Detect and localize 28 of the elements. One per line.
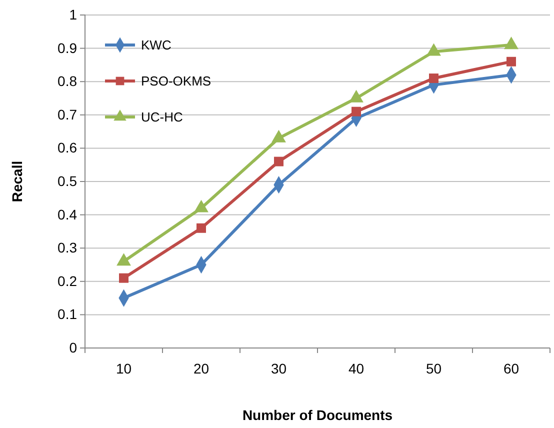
point bbox=[352, 106, 361, 116]
x-axis-title: Number of Documents bbox=[242, 407, 393, 423]
y-tick-label: 0.8 bbox=[58, 73, 78, 90]
legend-label: KWC bbox=[141, 38, 172, 53]
x-tick-label: 10 bbox=[116, 360, 132, 376]
point bbox=[196, 223, 206, 233]
point bbox=[429, 74, 438, 84]
y-tick-label: 0 bbox=[69, 339, 78, 356]
point bbox=[274, 156, 284, 166]
y-tick-label: 0.7 bbox=[58, 106, 78, 122]
y-axis-title: Recall bbox=[9, 160, 25, 202]
y-tick-label: 0.2 bbox=[58, 272, 78, 289]
y-tick-label: 0.4 bbox=[58, 206, 78, 222]
x-tick-label: 50 bbox=[426, 360, 442, 376]
x-tick-label: 20 bbox=[193, 360, 210, 376]
legend-label: PSO-OKMS bbox=[141, 74, 212, 89]
y-tick-label: 0.5 bbox=[58, 172, 78, 189]
y-tick-label: 0.1 bbox=[58, 306, 78, 322]
x-tick-label: 60 bbox=[503, 360, 520, 376]
point bbox=[119, 273, 128, 283]
legend-label: UC-HC bbox=[141, 110, 183, 125]
y-tick-label: 0.6 bbox=[58, 140, 78, 156]
point bbox=[506, 56, 516, 66]
y-tick-label: 0.3 bbox=[58, 240, 78, 256]
x-tick-label: 40 bbox=[348, 360, 364, 376]
y-tick-label: 0.9 bbox=[58, 40, 78, 56]
y-tick-label: 1 bbox=[69, 6, 78, 22]
x-tick-label: 30 bbox=[270, 360, 287, 376]
